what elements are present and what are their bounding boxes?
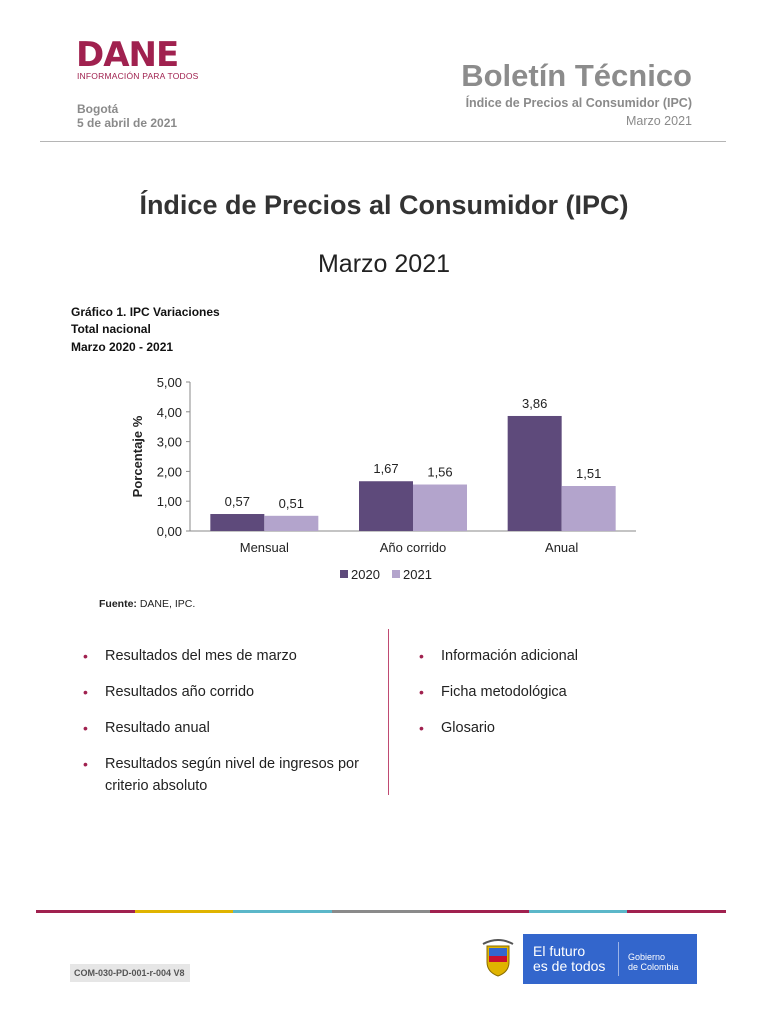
y-axis-label: Porcentaje %	[130, 415, 145, 497]
y-tick-label: 2,00	[157, 464, 182, 479]
bullet-icon: •	[419, 684, 424, 700]
section-item[interactable]: • Resultados según nivel de ingresos por …	[83, 753, 377, 797]
section-item[interactable]: • Información adicional	[419, 645, 681, 667]
chart-caption-title: Gráfico 1. IPC Variaciones	[71, 305, 220, 319]
gov-name-line1: Gobierno	[628, 952, 666, 962]
bullet-icon: •	[419, 648, 424, 664]
section-item[interactable]: • Resultados del mes de marzo	[83, 645, 377, 667]
ipc-bar-chart: 0,00 1,00 2,00 3,00 4,00 5,00 Porcentaje % 0,57…	[130, 375, 636, 582]
y-tick-label: 1,00	[157, 494, 182, 509]
gov-name-line2: de Colombia	[628, 962, 679, 972]
header-divider	[40, 141, 726, 142]
chart-caption-period: Marzo 2020 - 2021	[71, 340, 174, 354]
bullet-icon: •	[419, 720, 424, 736]
y-tick-label: 4,00	[157, 405, 182, 420]
section-item-label: Ficha metodológica	[441, 684, 567, 700]
source-label: Fuente:	[99, 598, 137, 610]
y-tick-label: 0,00	[157, 524, 182, 539]
sections-divider	[388, 629, 389, 795]
chart-source: Fuente: DANE, IPC.	[99, 598, 195, 610]
footer-color-bar	[36, 910, 727, 913]
section-item-label: Resultados del mes de marzo	[105, 648, 297, 664]
legend-label: 2021	[403, 567, 432, 582]
bulletin-period: Marzo 2021	[625, 114, 692, 128]
data-label: 1,51	[576, 466, 601, 481]
x-tick-label: Mensual	[240, 540, 289, 555]
logo-tagline: INFORMACIÓN PARA TODOS	[77, 71, 199, 81]
dane-logo: DANE	[76, 35, 179, 75]
footer-bar-segment	[233, 910, 332, 913]
bar-2020	[210, 514, 265, 531]
gov-slogan-line2: es de todos	[533, 958, 606, 974]
bullet-icon: •	[83, 720, 88, 736]
footer-bar-segment	[627, 910, 727, 913]
bulletin-title: Boletín Técnico	[461, 58, 692, 93]
footer-bar-segment	[331, 910, 431, 913]
x-tick-label: Año corrido	[380, 540, 446, 555]
document-code: COM-030-PD-001-r-004 V8	[70, 964, 190, 982]
bar-2020	[359, 481, 413, 531]
bar-2021	[264, 515, 319, 531]
section-item[interactable]: • Resultados año corrido	[83, 681, 377, 703]
section-item-label: Resultados año corrido	[105, 684, 255, 700]
coat-of-arms-icon	[473, 934, 523, 984]
y-tick-label: 3,00	[157, 435, 182, 450]
data-label: 0,51	[279, 496, 304, 511]
footer-bar-segment	[134, 910, 234, 913]
y-tick-label: 5,00	[157, 375, 182, 390]
city-label: Bogotá	[77, 102, 119, 116]
x-tick-label: Anual	[545, 540, 578, 555]
legend-swatch-2020	[340, 570, 348, 578]
gov-slogan-line1: El futuro	[533, 943, 586, 959]
bullet-icon: •	[83, 648, 88, 664]
section-item[interactable]: • Ficha metodológica	[419, 681, 681, 703]
bar-2021	[413, 484, 467, 531]
section-item[interactable]: • Resultado anual	[83, 717, 377, 739]
data-label: 1,56	[427, 465, 452, 480]
section-item[interactable]: • Glosario	[419, 717, 681, 739]
bullet-icon: •	[83, 756, 88, 772]
data-label: 1,67	[373, 461, 398, 476]
data-label: 3,86	[522, 396, 547, 411]
data-label: 0,57	[225, 494, 250, 509]
section-item-label: Resultado anual	[105, 720, 210, 736]
bullet-icon: •	[83, 684, 88, 700]
bar-2020	[507, 415, 562, 531]
chart-caption-scope: Total nacional	[71, 322, 151, 336]
source-text: DANE, IPC.	[139, 598, 196, 610]
bar-2021	[561, 486, 616, 531]
bulletin-subtitle: Índice de Precios al Consumidor (IPC)	[465, 96, 692, 110]
page-title: Índice de Precios al Consumidor (IPC)	[139, 190, 629, 220]
section-item-label: Información adicional	[441, 648, 579, 664]
publication-date: 5 de abril de 2021	[77, 116, 178, 130]
section-item-label: Glosario	[441, 720, 495, 736]
footer-bar-segment	[430, 910, 529, 913]
legend-swatch-2021	[392, 570, 400, 578]
footer-bar-segment	[528, 910, 628, 913]
legend-label: 2020	[351, 567, 380, 582]
gov-separator	[618, 942, 619, 976]
section-item-label: Resultados según nivel de ingresos por c…	[105, 756, 359, 794]
page-subtitle: Marzo 2021	[317, 250, 451, 278]
footer-bar-segment	[36, 910, 135, 913]
